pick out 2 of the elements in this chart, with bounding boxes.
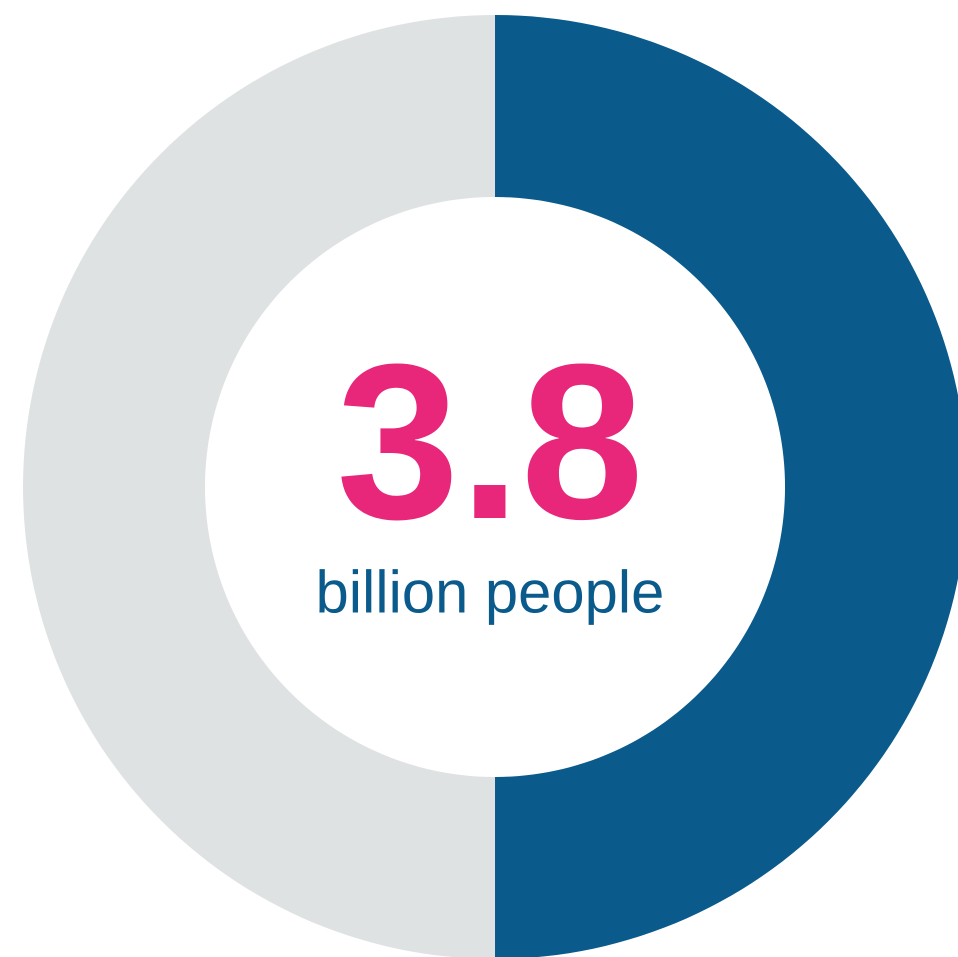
- text: 3.8: [341, 364, 637, 520]
- text: billion people: [319, 569, 662, 625]
